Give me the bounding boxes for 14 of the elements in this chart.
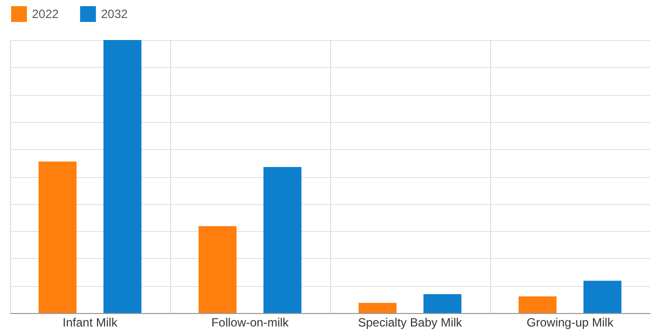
bar: [263, 166, 302, 313]
legend-label: 2032: [101, 7, 128, 22]
x-tick-label: Specialty Baby Milk: [358, 316, 464, 330]
x-tick-label: Follow-on-milk: [211, 316, 290, 330]
bar: [38, 161, 77, 313]
legend-label: 2022: [32, 7, 60, 22]
bar: [583, 280, 622, 313]
x-tick-label: Infant Milk: [62, 316, 118, 330]
bar: [358, 302, 397, 313]
x-tick-label: Growing-up Milk: [526, 316, 614, 330]
bar: [423, 294, 462, 313]
bar: [198, 226, 237, 313]
bar: [518, 296, 557, 313]
bar: [103, 40, 142, 313]
